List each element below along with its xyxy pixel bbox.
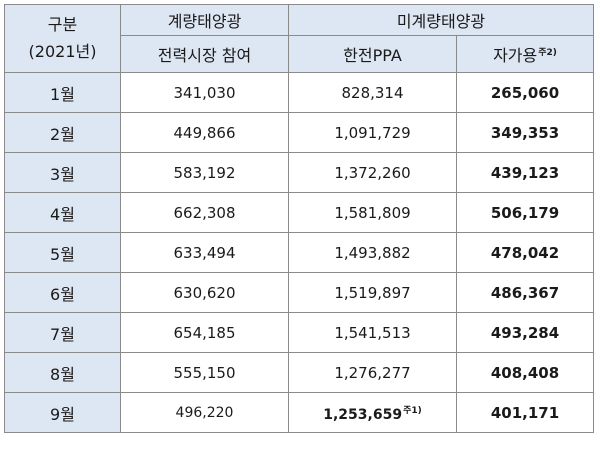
table-row: 7월 654,185 1,541,513 493,284 — [4, 312, 594, 353]
market-cell: 633,494 — [120, 232, 289, 273]
self-cell: 506,179 — [456, 192, 594, 233]
corner-header: 구분 (2021년) — [4, 4, 121, 73]
market-cell: 583,192 — [120, 152, 289, 193]
market-cell: 630,620 — [120, 272, 289, 313]
table-row: 9월 496,220 1,253,659주1) 401,171 — [4, 392, 594, 433]
month-cell: 7월 — [4, 312, 121, 353]
column-header-self-label: 자가용 — [493, 46, 538, 65]
month-cell: 2월 — [4, 112, 121, 153]
month-cell: 5월 — [4, 232, 121, 273]
self-cell: 478,042 — [456, 232, 594, 273]
table-row: 4월 662,308 1,581,809 506,179 — [4, 192, 594, 233]
ppa-cell-footnote: 주1) — [403, 405, 422, 416]
self-cell: 493,284 — [456, 312, 594, 353]
self-cell: 265,060 — [456, 72, 594, 113]
ppa-cell: 1,581,809 — [288, 192, 457, 233]
market-cell: 654,185 — [120, 312, 289, 353]
ppa-cell: 1,253,659주1) — [288, 392, 457, 433]
group-header-unmetered: 미계량태양광 — [288, 4, 594, 36]
market-cell: 341,030 — [120, 72, 289, 113]
corner-header-line2: (2021년) — [28, 41, 97, 61]
ppa-cell-value: 1,253,659 — [323, 406, 403, 423]
column-header-ppa: 한전PPA — [288, 35, 457, 73]
column-header-self: 자가용주2) — [456, 35, 594, 73]
table-row: 8월 555,150 1,276,277 408,408 — [4, 352, 594, 393]
market-cell: 662,308 — [120, 192, 289, 233]
market-cell: 449,866 — [120, 112, 289, 153]
ppa-cell: 1,519,897 — [288, 272, 457, 313]
self-cell: 486,367 — [456, 272, 594, 313]
table-row: 6월 630,620 1,519,897 486,367 — [4, 272, 594, 313]
month-cell: 9월 — [4, 392, 121, 433]
table-row: 1월 341,030 828,314 265,060 — [4, 72, 594, 113]
self-cell: 401,171 — [456, 392, 594, 433]
month-cell: 3월 — [4, 152, 121, 193]
table-row: 5월 633,494 1,493,882 478,042 — [4, 232, 594, 273]
month-cell: 1월 — [4, 72, 121, 113]
table-row: 2월 449,866 1,091,729 349,353 — [4, 112, 594, 153]
month-cell: 8월 — [4, 352, 121, 393]
ppa-cell: 1,091,729 — [288, 112, 457, 153]
ppa-cell: 1,372,260 — [288, 152, 457, 193]
header-row-columns: 전력시장 참여 한전PPA 자가용주2) — [5, 35, 594, 73]
group-header-metered: 계량태양광 — [120, 4, 289, 36]
market-cell: 555,150 — [120, 352, 289, 393]
self-cell: 349,353 — [456, 112, 594, 153]
header-row-groups: 구분 (2021년) 계량태양광 미계량태양광 — [4, 4, 594, 73]
column-header-market: 전력시장 참여 — [120, 35, 289, 73]
table-row: 3월 583,192 1,372,260 439,123 — [4, 152, 594, 193]
ppa-cell: 828,314 — [288, 72, 457, 113]
solar-generation-table: 구분 (2021년) 계량태양광 미계량태양광 전력시장 참여 한전PPA 자가… — [4, 4, 594, 433]
self-cell: 408,408 — [456, 352, 594, 393]
month-cell: 6월 — [4, 272, 121, 313]
ppa-cell: 1,541,513 — [288, 312, 457, 353]
month-cell: 4월 — [4, 192, 121, 233]
ppa-cell: 1,276,277 — [288, 352, 457, 393]
ppa-cell: 1,493,882 — [288, 232, 457, 273]
column-header-self-footnote: 주2) — [538, 48, 557, 58]
corner-header-line1: 구분 — [47, 15, 78, 35]
self-cell: 439,123 — [456, 152, 594, 193]
market-cell: 496,220 — [120, 392, 289, 433]
solar-generation-table-container: 구분 (2021년) 계량태양광 미계량태양광 전력시장 참여 한전PPA 자가… — [4, 4, 594, 433]
